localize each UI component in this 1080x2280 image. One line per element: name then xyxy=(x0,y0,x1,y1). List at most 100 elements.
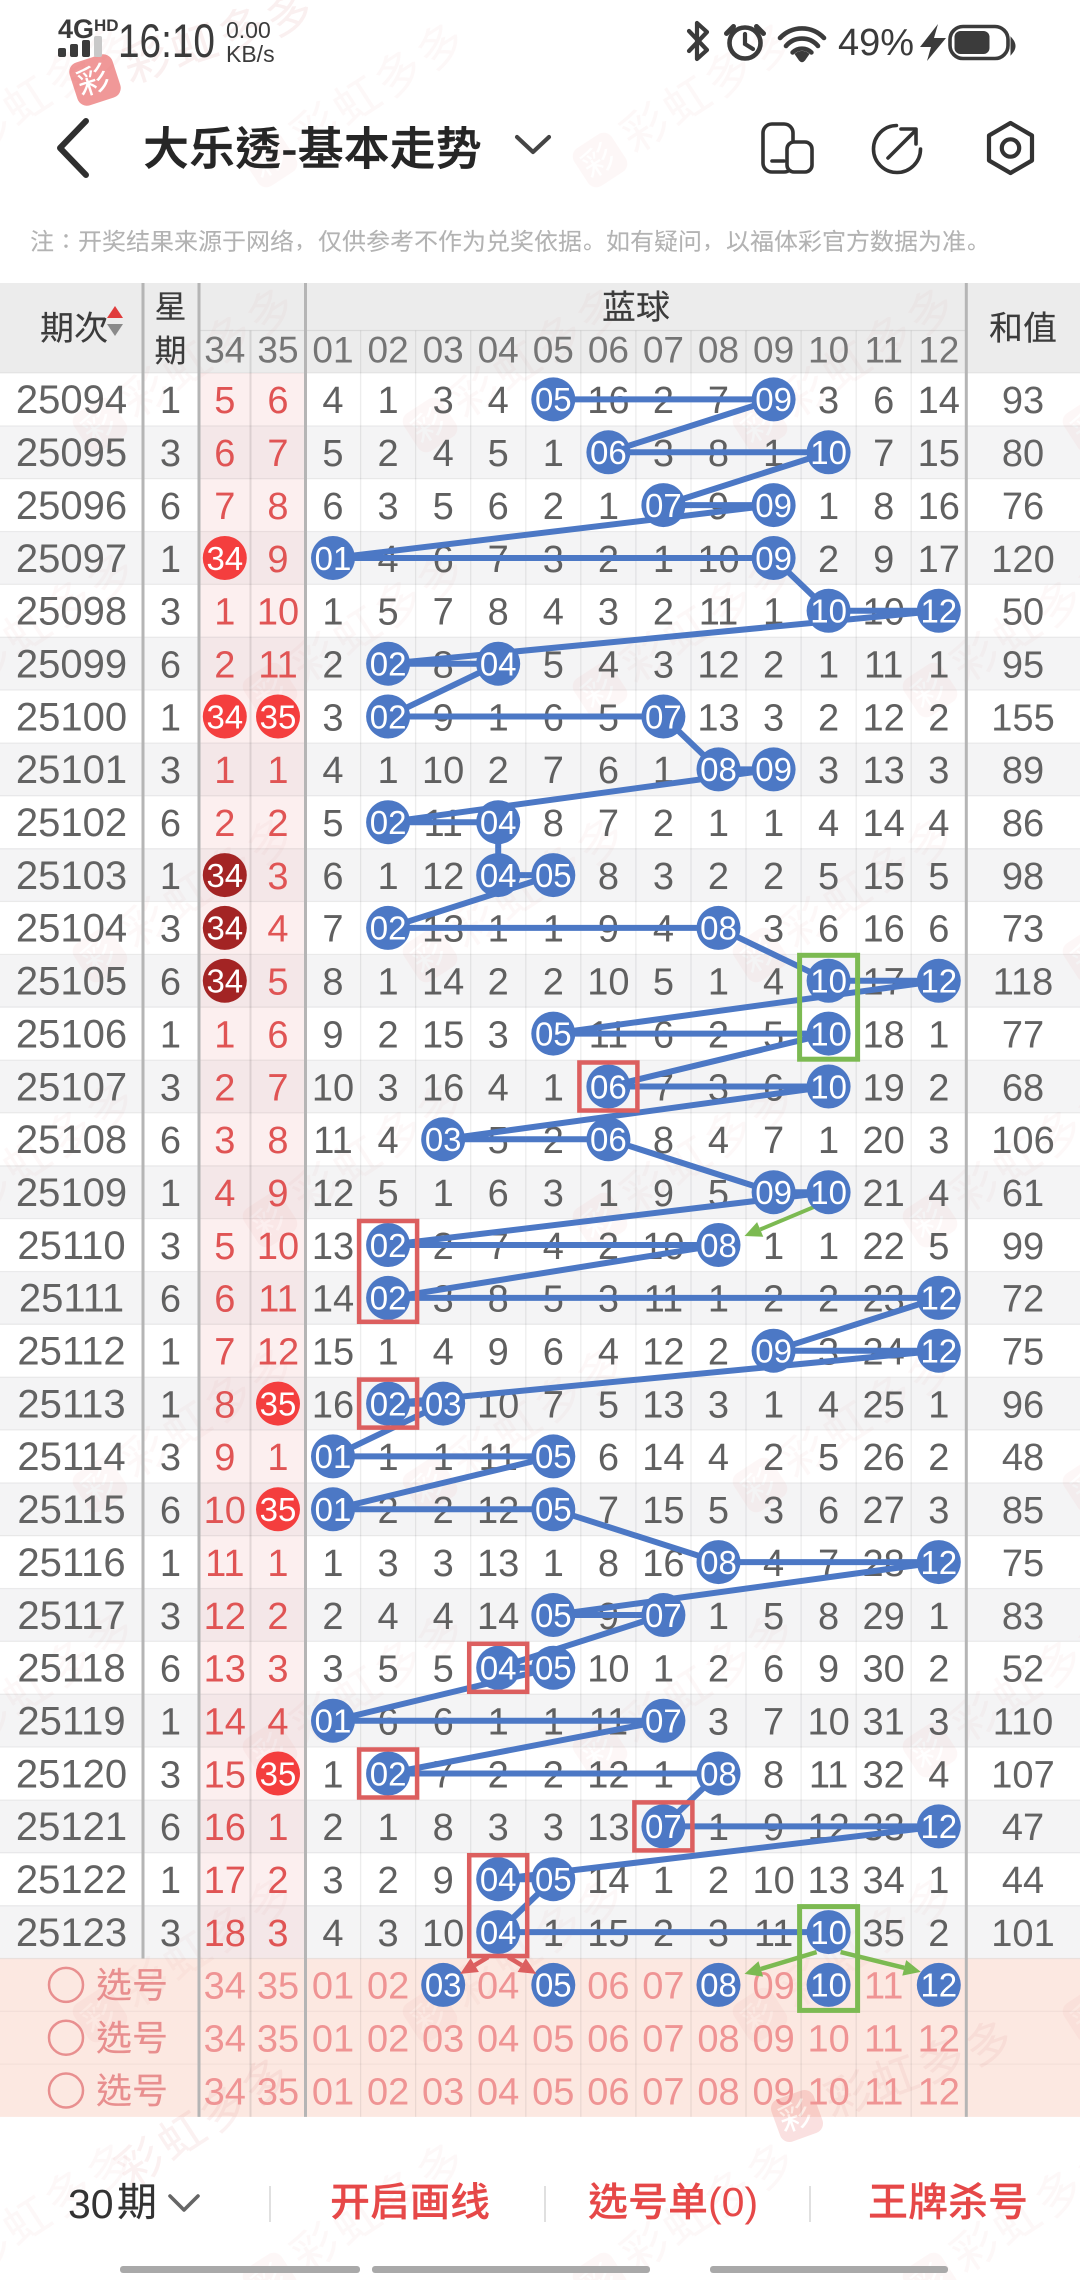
svg-text:05: 05 xyxy=(535,1491,572,1528)
svg-text:25114: 25114 xyxy=(17,1435,125,1479)
svg-text:02: 02 xyxy=(370,910,407,947)
svg-text:4: 4 xyxy=(433,1332,454,1374)
svg-text:9: 9 xyxy=(267,539,288,581)
svg-text:8: 8 xyxy=(818,1596,839,1638)
svg-text:4: 4 xyxy=(267,1702,288,1744)
svg-text:1: 1 xyxy=(763,1384,784,1426)
svg-text:07: 07 xyxy=(645,1808,682,1845)
svg-text:2: 2 xyxy=(378,433,399,475)
svg-text:35: 35 xyxy=(257,1966,299,2008)
svg-text:3: 3 xyxy=(543,1173,564,1215)
svg-text:5: 5 xyxy=(322,803,343,845)
svg-text:1: 1 xyxy=(378,380,399,422)
svg-text:6: 6 xyxy=(160,1490,181,1532)
svg-text:155: 155 xyxy=(991,697,1054,739)
svg-text:4: 4 xyxy=(488,380,509,422)
svg-text:14: 14 xyxy=(312,1279,354,1321)
svg-text:76: 76 xyxy=(1002,486,1044,528)
svg-text:05: 05 xyxy=(535,1967,572,2004)
svg-text:1: 1 xyxy=(708,1596,729,1638)
svg-text:6: 6 xyxy=(160,1649,181,1691)
svg-text:4: 4 xyxy=(818,1384,839,1426)
svg-text:25108: 25108 xyxy=(16,1118,127,1162)
svg-text:11: 11 xyxy=(258,1279,297,1321)
svg-text:1: 1 xyxy=(928,1596,949,1638)
svg-text:4: 4 xyxy=(598,645,619,687)
svg-text:7: 7 xyxy=(543,1384,564,1426)
svg-text:83: 83 xyxy=(1002,1596,1044,1638)
svg-text:2: 2 xyxy=(708,856,729,898)
svg-text:6: 6 xyxy=(598,750,619,792)
svg-text:120: 120 xyxy=(991,539,1054,581)
svg-text:08: 08 xyxy=(700,1227,737,1264)
svg-text:10: 10 xyxy=(810,963,847,1000)
svg-text:5: 5 xyxy=(763,1596,784,1638)
svg-text:12: 12 xyxy=(312,1173,354,1215)
svg-text:2: 2 xyxy=(378,1014,399,1056)
svg-text:34: 34 xyxy=(206,698,243,735)
svg-text:4: 4 xyxy=(708,1437,729,1479)
svg-text:1: 1 xyxy=(160,1173,181,1215)
svg-text:03: 03 xyxy=(422,2071,464,2113)
svg-text:75: 75 xyxy=(1002,1543,1044,1585)
svg-text:5: 5 xyxy=(488,433,509,475)
svg-text:5: 5 xyxy=(378,1649,399,1691)
svg-text:4: 4 xyxy=(708,1120,729,1162)
svg-text:7: 7 xyxy=(598,803,619,845)
svg-text:12: 12 xyxy=(697,645,739,687)
svg-text:13: 13 xyxy=(697,697,739,739)
svg-text:11: 11 xyxy=(258,645,297,687)
svg-text:3: 3 xyxy=(267,1913,288,1955)
svg-text:2: 2 xyxy=(928,1067,949,1109)
svg-text:05: 05 xyxy=(533,330,574,371)
svg-text:04: 04 xyxy=(477,1966,519,2008)
svg-text:8: 8 xyxy=(488,592,509,634)
svg-text:4: 4 xyxy=(488,1067,509,1109)
svg-text:25115: 25115 xyxy=(17,1488,125,1532)
svg-text:34: 34 xyxy=(206,857,243,894)
svg-text:5: 5 xyxy=(378,592,399,634)
svg-text:10: 10 xyxy=(807,2019,849,2061)
svg-text:1: 1 xyxy=(322,592,343,634)
svg-text:8: 8 xyxy=(873,486,894,528)
svg-text:8: 8 xyxy=(267,1120,288,1162)
svg-text:8: 8 xyxy=(214,1384,235,1426)
svg-text:25113: 25113 xyxy=(17,1382,125,1426)
svg-text:9: 9 xyxy=(214,1437,235,1479)
svg-text:25107: 25107 xyxy=(16,1065,127,1109)
svg-text:05: 05 xyxy=(535,1650,572,1687)
svg-text:25111: 25111 xyxy=(19,1277,124,1321)
svg-text:4: 4 xyxy=(378,1596,399,1638)
svg-text:2: 2 xyxy=(653,592,674,634)
svg-text:08: 08 xyxy=(698,330,739,371)
svg-text:09: 09 xyxy=(755,540,792,577)
svg-text:1: 1 xyxy=(928,1860,949,1902)
svg-text:47: 47 xyxy=(1002,1807,1044,1849)
svg-text:25096: 25096 xyxy=(16,484,127,528)
svg-text:4: 4 xyxy=(763,962,784,1004)
svg-text:1: 1 xyxy=(653,1860,674,1902)
svg-text:6: 6 xyxy=(763,1649,784,1691)
svg-text:14: 14 xyxy=(422,962,464,1004)
svg-text:07: 07 xyxy=(645,487,682,524)
svg-text:96: 96 xyxy=(1002,1384,1044,1426)
svg-text:2: 2 xyxy=(267,1596,288,1638)
svg-text:15: 15 xyxy=(312,1332,354,1374)
svg-text:75: 75 xyxy=(1002,1332,1044,1374)
svg-text:16: 16 xyxy=(863,909,905,951)
svg-text:10: 10 xyxy=(312,1067,354,1109)
svg-text:25120: 25120 xyxy=(16,1752,127,1796)
svg-text:15: 15 xyxy=(642,1490,684,1532)
svg-text:25121: 25121 xyxy=(16,1805,127,1849)
svg-text:86: 86 xyxy=(1002,803,1044,845)
svg-text:5: 5 xyxy=(322,433,343,475)
svg-text:118: 118 xyxy=(993,962,1054,1004)
svg-text:6: 6 xyxy=(160,645,181,687)
svg-text:3: 3 xyxy=(433,1543,454,1585)
svg-text:8: 8 xyxy=(267,486,288,528)
svg-text:10: 10 xyxy=(807,2071,849,2113)
svg-text:32: 32 xyxy=(863,1754,905,1796)
svg-text:05: 05 xyxy=(535,1015,572,1052)
svg-text:12: 12 xyxy=(257,1332,299,1374)
svg-text:02: 02 xyxy=(370,698,407,735)
